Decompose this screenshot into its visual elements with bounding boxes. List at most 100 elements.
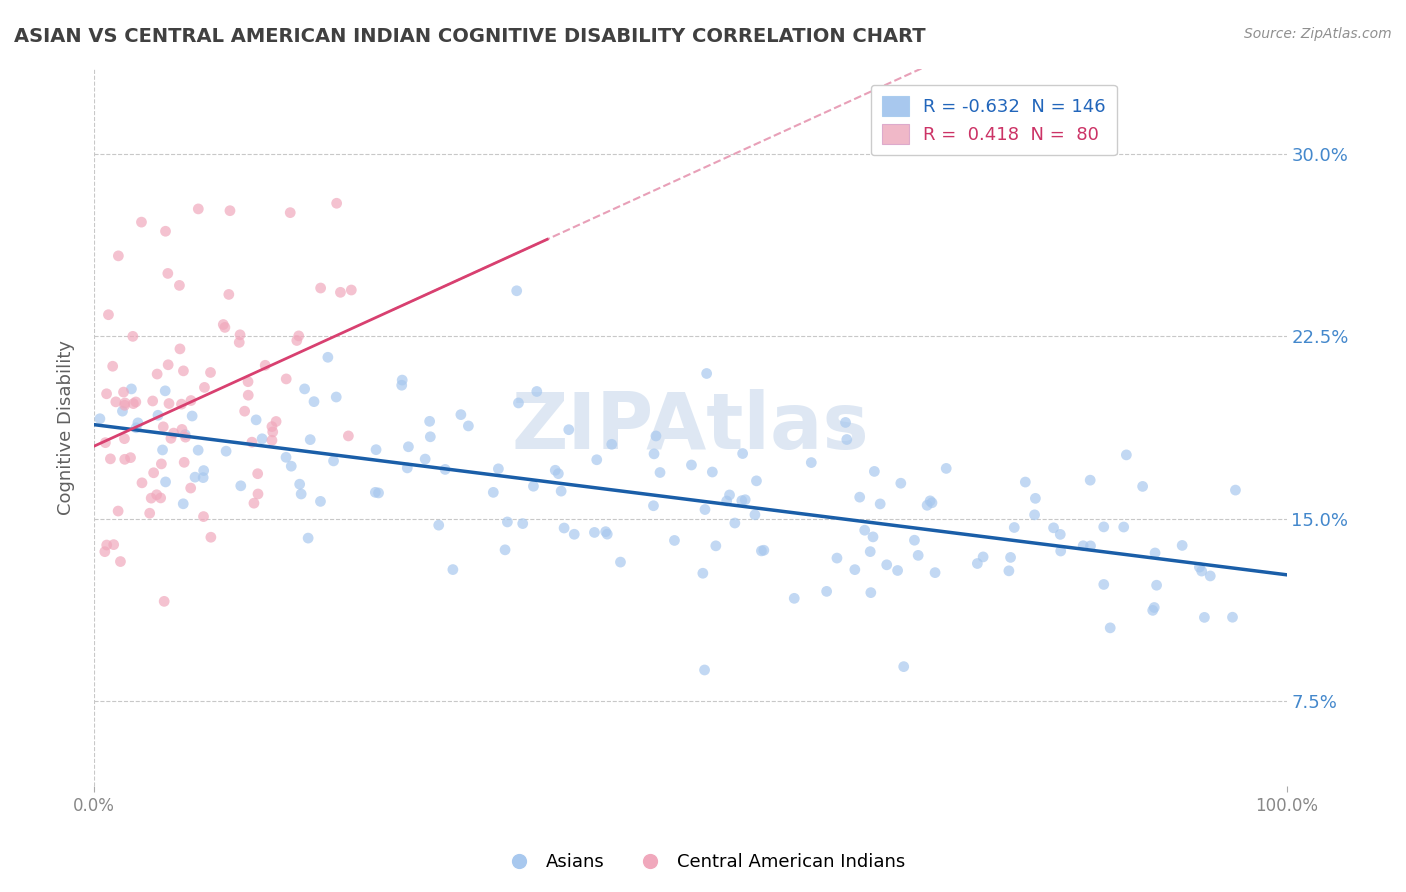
Point: [704, 539, 727, 553]
Point: [450, 408, 472, 422]
Point: [325, 196, 347, 211]
Point: [558, 423, 581, 437]
Point: [907, 549, 929, 563]
Point: [486, 462, 509, 476]
Point: [419, 430, 441, 444]
Point: [309, 281, 332, 295]
Point: [924, 566, 946, 580]
Point: [1144, 546, 1167, 560]
Point: [396, 461, 419, 475]
Point: [107, 249, 129, 263]
Point: [142, 466, 165, 480]
Point: [998, 564, 1021, 578]
Point: [731, 493, 754, 508]
Point: [193, 509, 215, 524]
Point: [681, 458, 703, 472]
Point: [146, 409, 169, 423]
Point: [219, 203, 242, 218]
Text: ZIPAtlas: ZIPAtlas: [512, 389, 869, 466]
Point: [131, 215, 153, 229]
Point: [800, 456, 823, 470]
Point: [893, 659, 915, 673]
Point: [125, 421, 148, 435]
Point: [367, 486, 389, 500]
Point: [643, 447, 665, 461]
Point: [103, 538, 125, 552]
Point: [716, 494, 738, 508]
Point: [862, 530, 884, 544]
Point: [240, 435, 263, 450]
Point: [114, 398, 136, 412]
Point: [903, 533, 925, 548]
Point: [1115, 448, 1137, 462]
Point: [264, 415, 287, 429]
Point: [692, 566, 714, 581]
Point: [1222, 610, 1244, 624]
Point: [181, 409, 204, 423]
Point: [835, 433, 858, 447]
Point: [419, 414, 441, 428]
Point: [751, 544, 773, 558]
Point: [522, 479, 544, 493]
Point: [457, 418, 479, 433]
Point: [396, 440, 419, 454]
Point: [1112, 520, 1135, 534]
Point: [702, 465, 724, 479]
Legend: Asians, Central American Indians: Asians, Central American Indians: [494, 847, 912, 879]
Point: [145, 488, 167, 502]
Point: [157, 396, 180, 410]
Point: [172, 364, 194, 378]
Point: [724, 516, 747, 530]
Point: [250, 432, 273, 446]
Point: [233, 404, 256, 418]
Point: [149, 491, 172, 505]
Point: [391, 378, 413, 392]
Point: [96, 386, 118, 401]
Point: [391, 373, 413, 387]
Point: [155, 224, 177, 238]
Point: [583, 525, 606, 540]
Point: [114, 452, 136, 467]
Point: [302, 394, 325, 409]
Point: [187, 443, 209, 458]
Point: [1078, 473, 1101, 487]
Point: [1199, 569, 1222, 583]
Point: [966, 557, 988, 571]
Point: [160, 431, 183, 445]
Point: [120, 382, 142, 396]
Point: [972, 549, 994, 564]
Point: [238, 388, 260, 402]
Point: [184, 470, 207, 484]
Point: [122, 396, 145, 410]
Point: [482, 485, 505, 500]
Text: ASIAN VS CENTRAL AMERICAN INDIAN COGNITIVE DISABILITY CORRELATION CHART: ASIAN VS CENTRAL AMERICAN INDIAN COGNITI…: [14, 27, 925, 45]
Point: [114, 432, 136, 446]
Point: [693, 663, 716, 677]
Point: [645, 429, 668, 443]
Point: [114, 396, 136, 410]
Point: [526, 384, 548, 399]
Point: [364, 485, 387, 500]
Point: [236, 375, 259, 389]
Point: [287, 329, 309, 343]
Point: [94, 544, 117, 558]
Point: [834, 416, 856, 430]
Point: [1143, 600, 1166, 615]
Point: [297, 531, 319, 545]
Point: [245, 413, 267, 427]
Point: [1049, 527, 1071, 541]
Point: [299, 433, 322, 447]
Point: [1188, 560, 1211, 574]
Point: [152, 419, 174, 434]
Point: [146, 367, 169, 381]
Point: [413, 452, 436, 467]
Point: [848, 490, 870, 504]
Point: [595, 524, 617, 539]
Point: [600, 437, 623, 451]
Point: [278, 205, 301, 219]
Point: [869, 497, 891, 511]
Point: [1142, 603, 1164, 617]
Legend: R = -0.632  N = 146, R =  0.418  N =  80: R = -0.632 N = 146, R = 0.418 N = 80: [870, 85, 1116, 155]
Point: [309, 494, 332, 508]
Point: [170, 397, 193, 411]
